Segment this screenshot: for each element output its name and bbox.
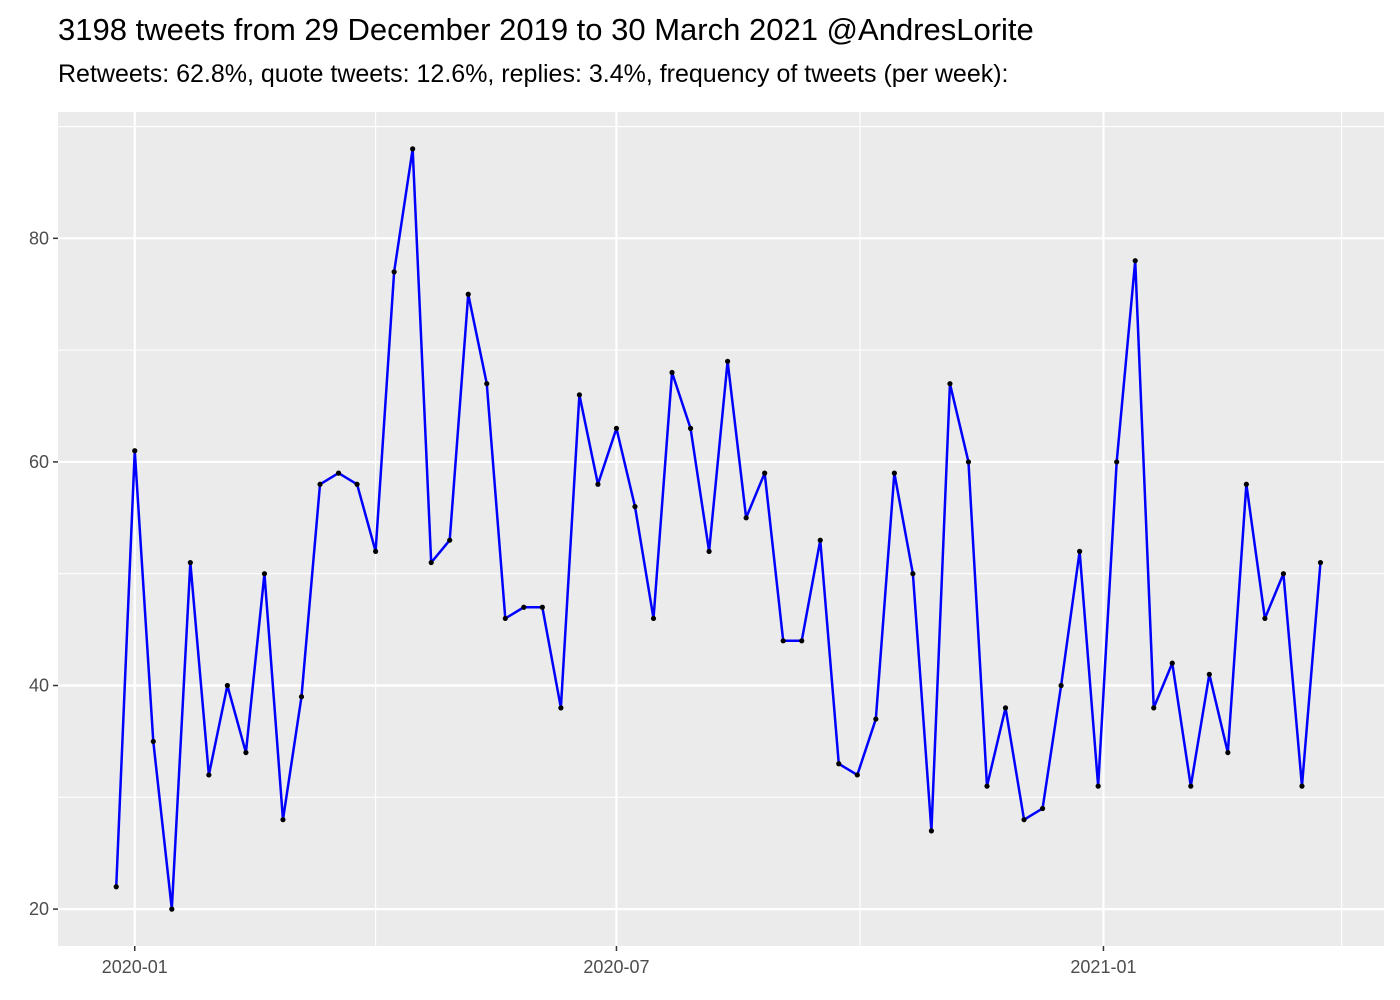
data-point [725, 358, 731, 364]
data-point [817, 537, 823, 543]
data-point [1169, 660, 1175, 666]
data-point [428, 559, 434, 566]
data-point [224, 682, 230, 689]
data-point [576, 392, 583, 398]
data-point [613, 425, 620, 431]
y-tick-label: 60 [29, 452, 49, 472]
data-point [280, 817, 286, 823]
data-point [706, 548, 712, 554]
data-point [261, 571, 268, 577]
data-point [687, 425, 694, 431]
data-point [521, 604, 527, 610]
data-point [984, 783, 990, 789]
data-point [298, 694, 305, 700]
data-point [465, 291, 471, 297]
y-tick-label: 40 [29, 676, 49, 696]
data-point [1262, 615, 1268, 622]
data-point [243, 749, 249, 756]
data-point [539, 604, 545, 610]
data-point [1188, 783, 1194, 789]
chart-subtitle: Retweets: 62.8%, quote tweets: 12.6%, re… [58, 60, 1009, 88]
data-point [650, 615, 657, 622]
x-tick-label: 2020-07 [583, 957, 649, 977]
data-point [1280, 571, 1287, 577]
data-point [1299, 783, 1305, 789]
data-point [1114, 459, 1120, 465]
data-point [947, 381, 953, 387]
data-point [502, 615, 508, 622]
chart-title: 3198 tweets from 29 December 2019 to 30 … [58, 12, 1034, 47]
data-point [836, 761, 842, 767]
data-point [743, 515, 749, 521]
data-point [1151, 705, 1157, 711]
data-point [150, 738, 156, 745]
data-point [391, 269, 397, 275]
data-point [447, 537, 453, 543]
data-point [113, 884, 119, 890]
data-point [1317, 559, 1324, 566]
data-point [187, 559, 193, 566]
x-tick-label: 2020-01 [102, 957, 168, 977]
data-point [873, 716, 879, 722]
data-point [632, 504, 638, 510]
data-point [335, 470, 342, 476]
data-point [1002, 705, 1009, 711]
data-point [780, 638, 786, 644]
data-point [317, 481, 323, 487]
data-point [1077, 548, 1083, 554]
data-point [595, 481, 601, 487]
data-point [854, 772, 860, 778]
data-point [1021, 817, 1027, 823]
data-point [1225, 749, 1231, 756]
plot-panel [58, 112, 1384, 946]
data-point [891, 470, 897, 476]
data-point [1243, 481, 1249, 487]
data-point [206, 772, 212, 778]
data-point [1095, 783, 1101, 789]
data-point [410, 146, 416, 152]
data-point [1206, 671, 1212, 677]
data-point [928, 828, 935, 834]
data-point [1058, 682, 1064, 689]
data-point [169, 906, 175, 912]
data-point [669, 369, 675, 376]
data-point [762, 470, 768, 476]
series-line [114, 147, 1322, 911]
data-point [1039, 805, 1046, 812]
data-point [354, 481, 360, 487]
y-tick-label: 80 [29, 228, 49, 248]
data-point [558, 705, 564, 711]
data-point [484, 381, 490, 387]
x-tick-label: 2021-01 [1070, 957, 1136, 977]
y-tick-label: 20 [29, 899, 49, 919]
data-point [132, 448, 138, 454]
data-point [799, 638, 805, 644]
data-point [1132, 258, 1138, 264]
data-point [910, 571, 916, 577]
data-point [965, 459, 972, 465]
data-point [373, 548, 379, 554]
